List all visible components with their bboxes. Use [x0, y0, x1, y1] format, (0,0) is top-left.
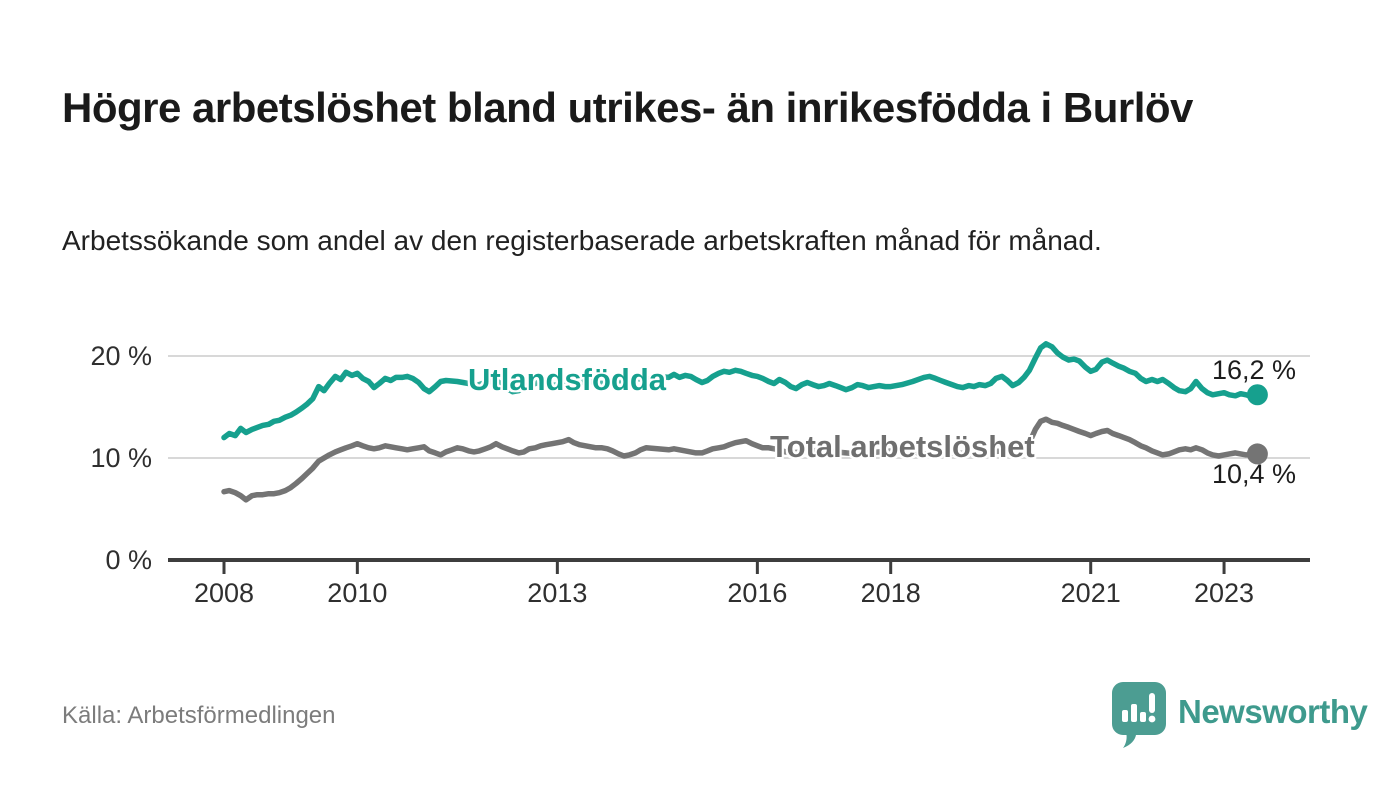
logo-bar-3: [1140, 712, 1146, 722]
logo-exclamation-bar: [1149, 693, 1155, 713]
x-tick-label: 2010: [327, 578, 387, 608]
logo-bubble: [1112, 682, 1166, 748]
x-tick-label: 2021: [1061, 578, 1121, 608]
x-tick-label: 2023: [1194, 578, 1254, 608]
series-label-utlandsfodda: Utlandsfödda: [468, 362, 667, 397]
page-title: Högre arbetslöshet bland utrikes- än inr…: [62, 84, 1193, 132]
x-tick-label: 2008: [194, 578, 254, 608]
series-end-dot-1: [1246, 443, 1268, 465]
page-subtitle: Arbetssökande som andel av den registerb…: [62, 225, 1102, 256]
y-tick-label: 20 %: [90, 341, 152, 371]
series-end-dot-0: [1246, 384, 1268, 406]
end-value-utlandsfodda: 16,2 %: [1212, 355, 1297, 385]
series-line-0: [221, 341, 1261, 441]
logo-exclamation-dot: [1148, 715, 1156, 723]
end-value-total-arbetsloshet: 10,4 %: [1212, 459, 1297, 489]
newsworthy-wordmark: Newsworthy: [1178, 692, 1368, 730]
logo-bar-1: [1122, 710, 1128, 722]
newsworthy-logo-icon: [1112, 682, 1166, 748]
x-tick-label: 2018: [861, 578, 921, 608]
y-tick-label: 10 %: [90, 443, 152, 473]
x-tick-label: 2013: [527, 578, 587, 608]
logo-bar-2: [1131, 704, 1137, 722]
series-label-total-arbetsloshet: Total arbetslöshet: [770, 429, 1035, 464]
y-tick-label: 0 %: [105, 545, 152, 575]
newsworthy-brand: Newsworthy: [1112, 682, 1368, 748]
series-line-1: [221, 416, 1261, 503]
x-tick-label: 2016: [727, 578, 787, 608]
source-credit: Källa: Arbetsförmedlingen: [62, 702, 336, 729]
